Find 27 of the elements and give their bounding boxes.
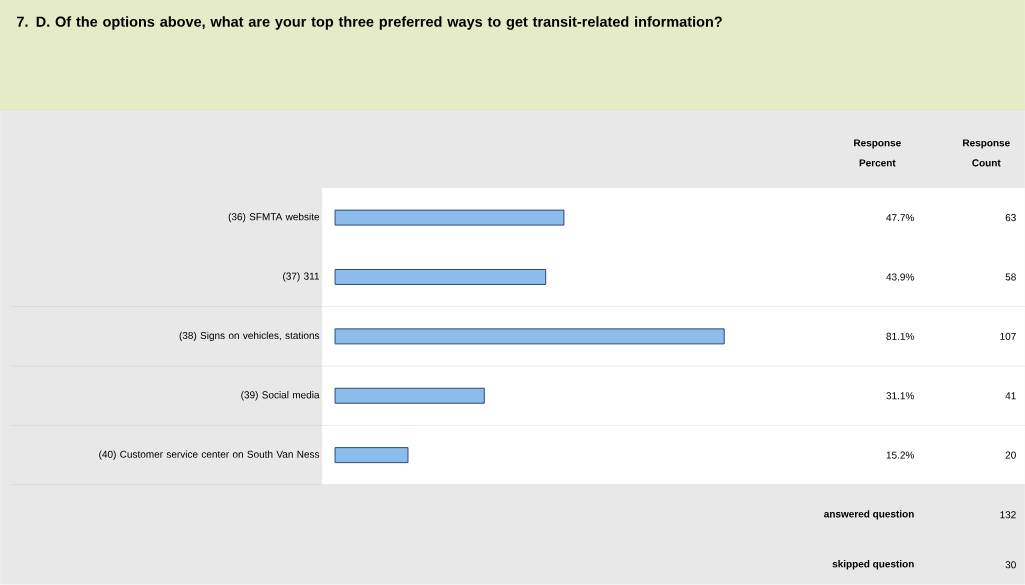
y-tick-label: (39) Social media — [241, 391, 320, 401]
text: answered question — [824, 510, 914, 520]
y-tick-label: (36) SFMTA website — [228, 213, 320, 223]
text: 41 — [1005, 392, 1016, 400]
text: 20 — [1005, 451, 1016, 459]
y-tick-label: (38) Signs on vehicles, stations — [179, 331, 320, 342]
data-label: 43.9% — [886, 273, 914, 281]
text: 58 — [1005, 273, 1016, 281]
data-label: 31.1% — [886, 392, 914, 400]
bar — [334, 387, 485, 404]
data-label: 47.7% — [886, 214, 914, 222]
bar — [334, 269, 547, 286]
y-tick-label: (37) 311 — [283, 272, 320, 282]
text: Response Percent — [854, 139, 901, 167]
bar — [334, 447, 409, 464]
data-label: 15.2% — [886, 451, 914, 459]
text: 132 — [1000, 511, 1016, 519]
data-label: 81.1% — [886, 332, 914, 340]
text: skipped question — [832, 560, 914, 570]
y-tick-label: (40) Customer service center on South Van Ness — [99, 450, 320, 460]
text: 63 — [1005, 214, 1016, 222]
chart-title: 7. D. Of the options above, what are your top three preferred ways to get transit-related information? — [17, 16, 722, 30]
text: Response Count — [963, 139, 1010, 167]
text: 107 — [1000, 332, 1016, 340]
bar — [334, 328, 725, 345]
text: 30 — [1005, 561, 1016, 569]
bar — [334, 209, 565, 226]
